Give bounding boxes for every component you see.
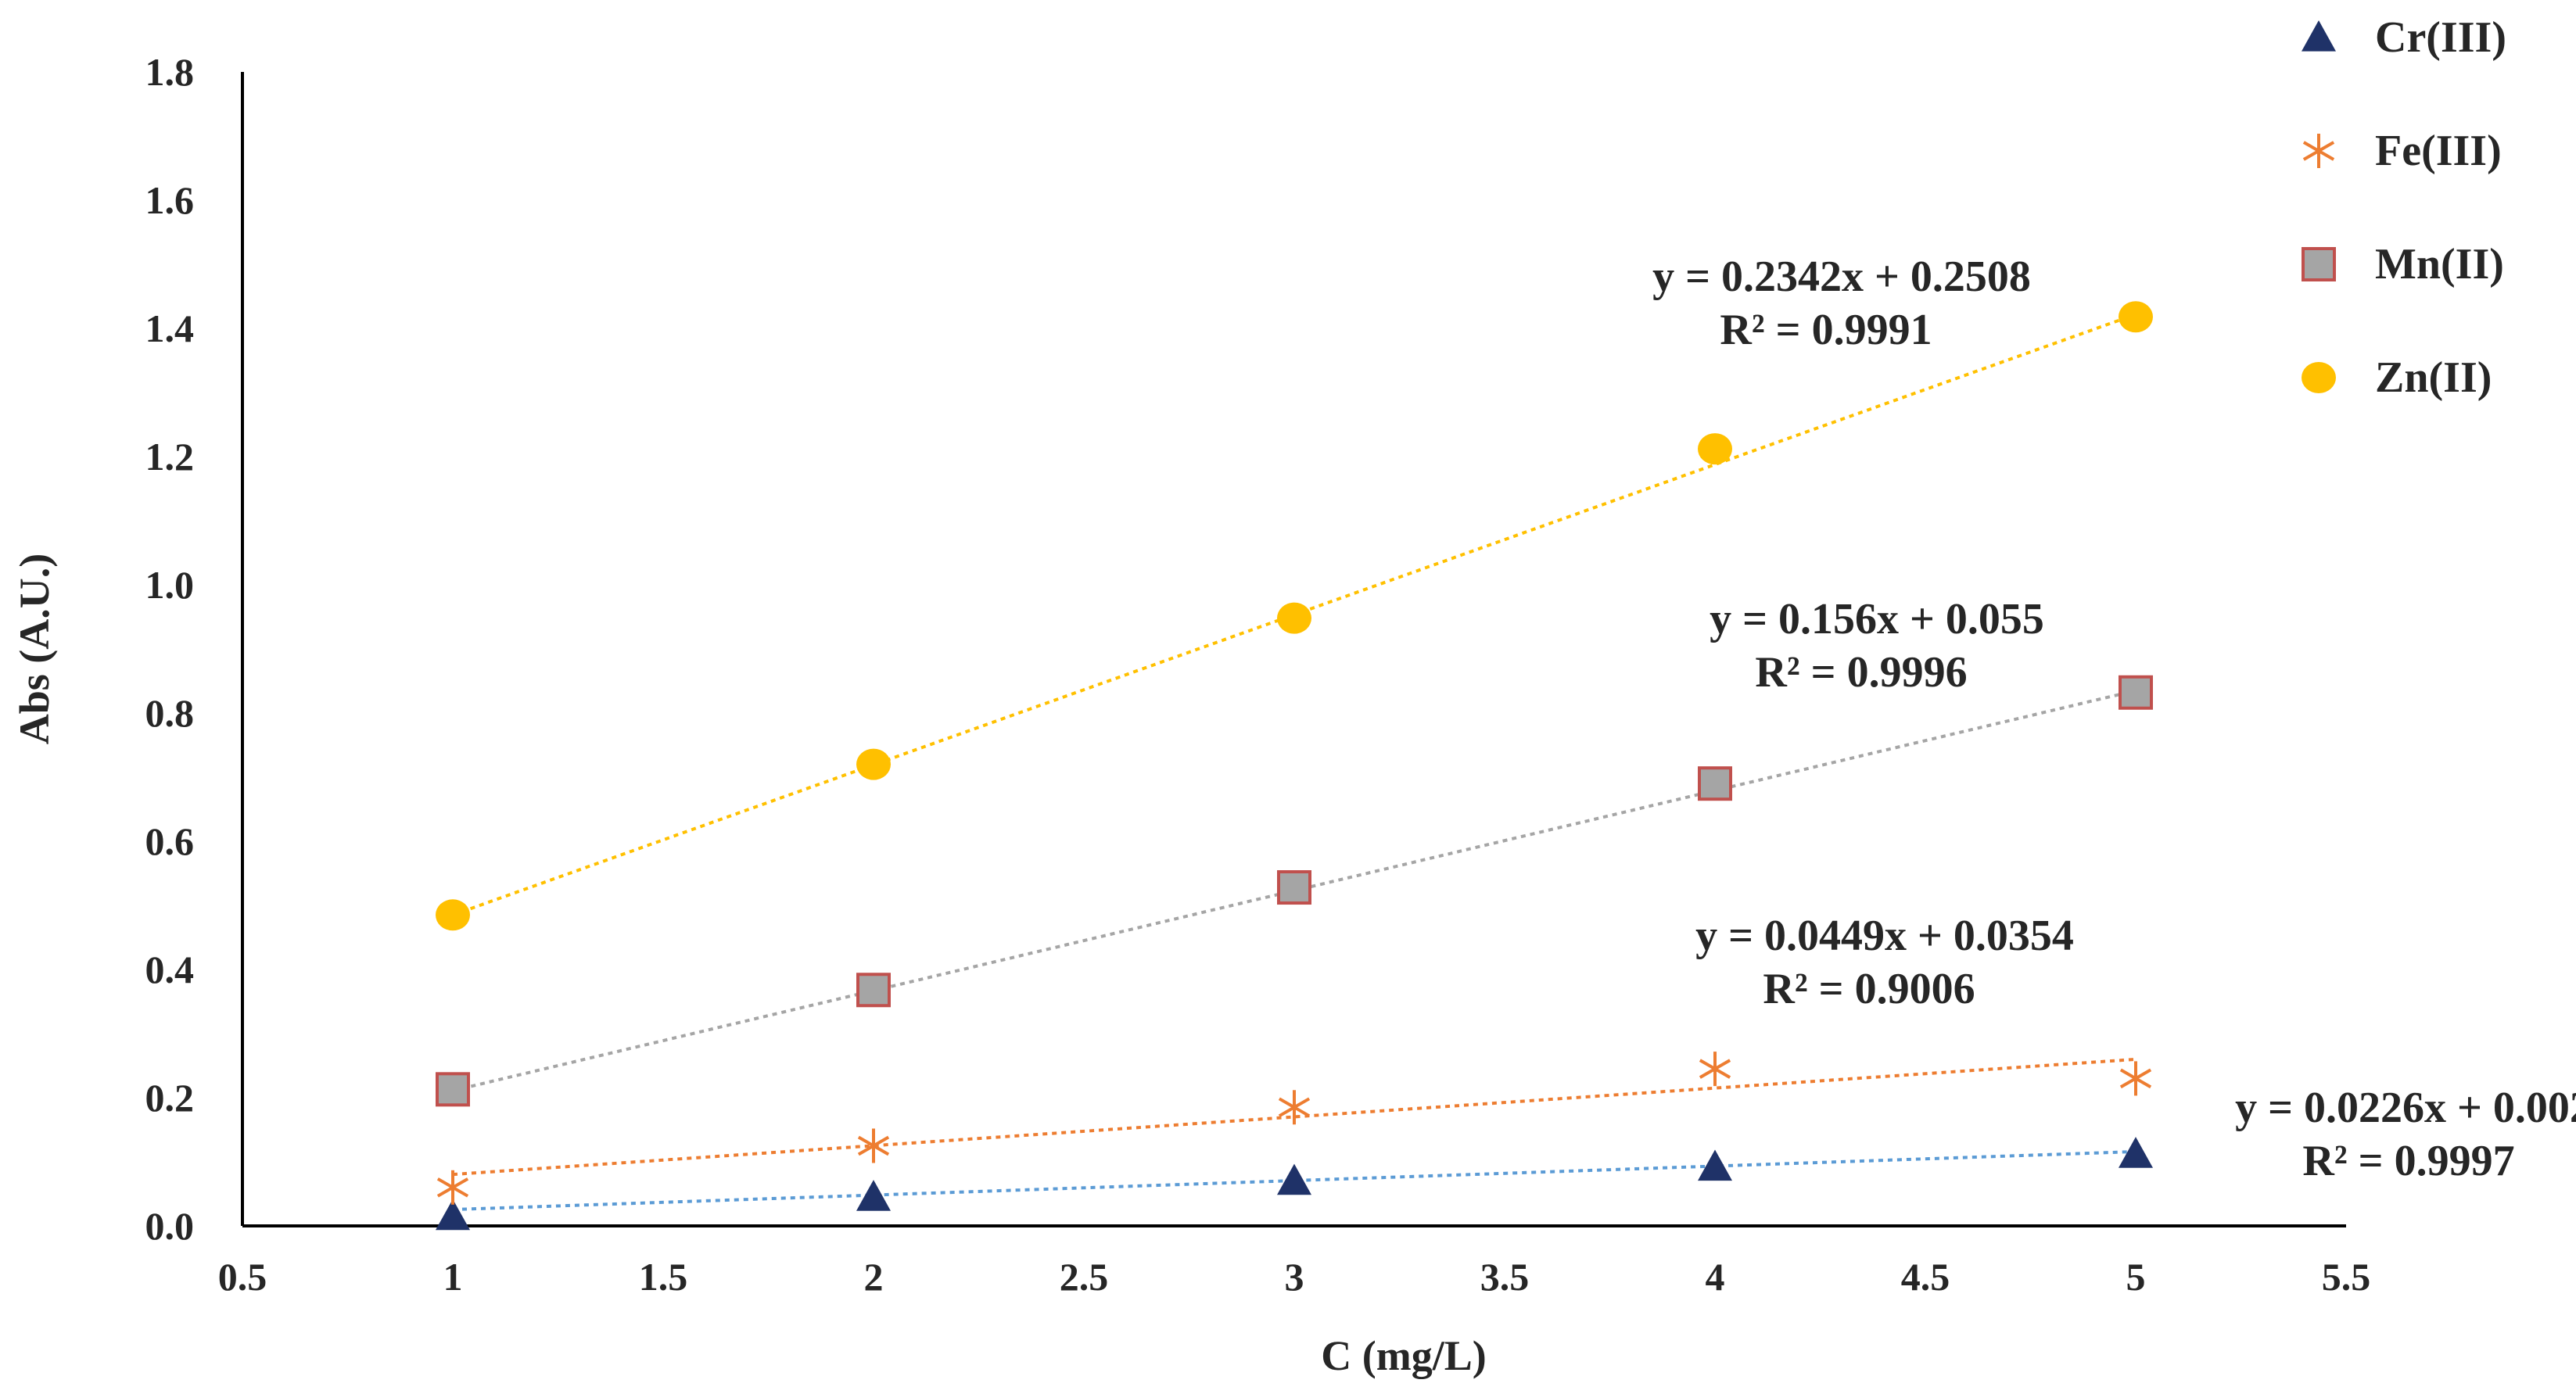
data-point-zn-ii — [2119, 301, 2153, 333]
trend-equation: y = 0.0226x + 0.0029 — [2235, 1084, 2576, 1132]
data-point-mn-ii — [2119, 675, 2153, 710]
x-axis-title: C (mg/L) — [1321, 1332, 1486, 1379]
data-point-mn-ii — [1277, 870, 1311, 905]
data-point-cr-iii — [2119, 1137, 2153, 1168]
data-point-cr-iii — [1698, 1149, 1732, 1181]
legend-label-zn-ii: Zn(II) — [2375, 353, 2492, 402]
x-tick-label: 1.5 — [639, 1255, 688, 1299]
trend-equation: y = 0.2342x + 0.2508 — [1652, 253, 2031, 301]
trend-r-squared: R² = 0.9997 — [2302, 1137, 2514, 1185]
trendlines — [452, 313, 2137, 1212]
legend-label-mn-ii: Mn(II) — [2375, 240, 2504, 288]
data-point-zn-ii — [1698, 433, 1732, 465]
data-point-fe-iii — [436, 1170, 469, 1205]
x-tick-label: 3 — [1285, 1255, 1304, 1299]
legend: Cr(III) Fe(III) Mn(II) Zn(II) — [2302, 13, 2506, 402]
x-tick-label: 1 — [443, 1255, 463, 1299]
data-point-fe-iii — [857, 1128, 890, 1163]
data-point-mn-ii — [1698, 766, 1732, 801]
x-tick-label: 4 — [1706, 1255, 1725, 1299]
trend-equation: y = 0.156x + 0.055 — [1710, 595, 2044, 643]
x-tick-label: 2 — [864, 1255, 884, 1299]
x-tick-label: 4.5 — [1901, 1255, 1950, 1299]
legend-label-fe-iii: Fe(III) — [2375, 127, 2502, 175]
trend-equation: y = 0.0449x + 0.0354 — [1695, 912, 2074, 960]
y-tick-label: 1.8 — [145, 50, 195, 94]
y-tick-label: 0.4 — [145, 948, 195, 991]
y-tick-label: 0.0 — [145, 1204, 195, 1248]
x-tick-label: 0.5 — [218, 1255, 267, 1299]
legend-label-cr-iii: Cr(III) — [2375, 13, 2506, 62]
y-tick-label: 0.8 — [145, 691, 195, 735]
data-point-zn-ii — [1277, 602, 1311, 634]
y-tick-label: 0.6 — [145, 819, 195, 863]
data-point-cr-iii — [436, 1199, 470, 1231]
trend-r-squared: R² = 0.9006 — [1763, 965, 1975, 1013]
legend-marker-mn-ii — [2302, 247, 2336, 281]
data-point-fe-iii — [2119, 1061, 2152, 1096]
data-points — [436, 301, 2153, 1231]
data-point-mn-ii — [436, 1072, 470, 1107]
x-tick-label: 2.5 — [1060, 1255, 1109, 1299]
y-tick-label: 0.2 — [145, 1076, 195, 1120]
data-point-cr-iii — [856, 1180, 891, 1211]
x-tick-label: 3.5 — [1480, 1255, 1530, 1299]
data-point-fe-iii — [1278, 1090, 1311, 1125]
y-tick-label: 1.6 — [145, 178, 195, 222]
legend-marker-fe-iii — [2302, 134, 2335, 168]
data-point-zn-ii — [436, 899, 470, 931]
trend-r-squared: R² = 0.9996 — [1755, 648, 1967, 697]
y-tick-label: 1.2 — [145, 435, 195, 478]
legend-marker-zn-ii — [2302, 362, 2336, 393]
y-axis-title: Abs (A.U.) — [11, 554, 58, 745]
x-tick-label: 5.5 — [2322, 1255, 2371, 1299]
y-tick-label: 1.0 — [145, 563, 195, 607]
axes: 0.5 1 1.5 2 2.5 3 3.5 4 4.5 5 5.5 0.0 0.2 0.4 0.6 0.8 1.… — [11, 50, 2370, 1379]
data-point-cr-iii — [1277, 1163, 1311, 1195]
data-point-mn-ii — [856, 973, 891, 1008]
data-point-zn-ii — [856, 748, 891, 780]
trend-r-squared: R² = 0.9991 — [1720, 306, 1932, 354]
data-point-fe-iii — [1699, 1052, 1731, 1087]
x-tick-label: 5 — [2126, 1255, 2146, 1299]
legend-marker-cr-iii — [2302, 20, 2336, 52]
y-tick-label: 1.4 — [145, 306, 195, 350]
equation-labels: y = 0.0226x + 0.0029 R² = 0.9997 y = 0.044… — [1652, 253, 2576, 1185]
